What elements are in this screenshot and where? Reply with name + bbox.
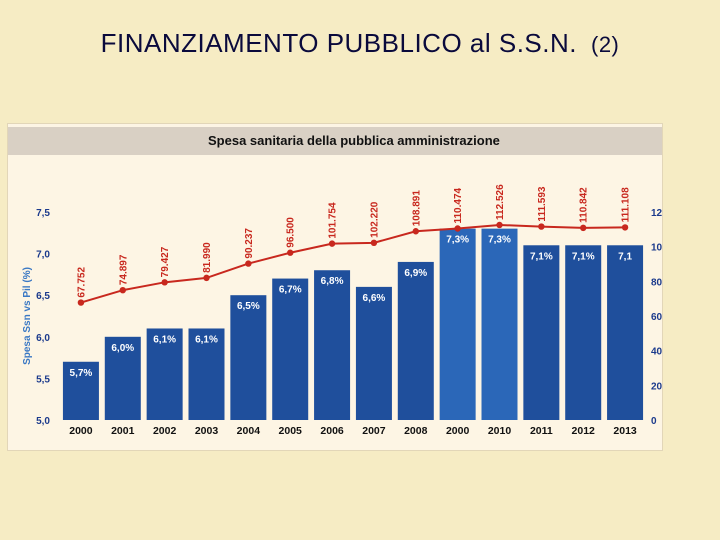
bar	[481, 228, 518, 420]
bar	[230, 295, 267, 420]
y-left-axis-title: Spesa Ssn vs Pil (%)	[22, 267, 33, 365]
bar	[355, 286, 392, 420]
slide-title-number: (2)	[591, 32, 620, 57]
chart-svg: 5,0 5,5 6,0 6,5 7,0 7,5 0 20.000 40.000 60.000 80.…	[22, 184, 662, 437]
line-point	[203, 274, 210, 282]
y-left-tick-label: 5,0	[36, 416, 50, 427]
line-value-label: 110.842	[579, 187, 590, 223]
bar-value-label: 7,1%	[530, 251, 553, 262]
line-value-label: 90.237	[244, 228, 255, 259]
bar	[104, 336, 141, 420]
y-left-tick-label: 6,5	[36, 291, 50, 302]
slide-title-text: FINANZIAMENTO PUBBLICO al S.S.N.	[100, 28, 577, 58]
bar-value-label: 6,8%	[321, 276, 344, 287]
chart-title: Spesa sanitaria della pubblica amministr…	[208, 133, 500, 148]
line-point	[538, 223, 545, 230]
y-left-tick-label: 6,0	[36, 333, 50, 344]
chart-header-band	[8, 127, 662, 155]
y-left-tick-label: 7,0	[36, 250, 50, 261]
bar-value-label: 7,3%	[446, 235, 469, 246]
bar-value-label: 6,5%	[237, 301, 260, 312]
line-point	[119, 286, 126, 294]
y-right-tick-label: 60.000	[651, 312, 662, 323]
line-point	[287, 249, 294, 256]
line-value-label: 101.754	[328, 202, 339, 239]
x-tick-label: 2006	[320, 425, 344, 437]
y-right-tick-label: 20.000	[651, 381, 662, 392]
line-point	[370, 239, 378, 247]
line-value-label: 108.891	[411, 190, 422, 227]
line-point	[580, 224, 587, 232]
bar-value-label: 5,7%	[70, 368, 93, 379]
bar-value-label: 7,1%	[572, 251, 595, 262]
line-value-label: 96.500	[286, 217, 297, 248]
x-tick-label: 2007	[362, 425, 386, 437]
line-value-label: 112.526	[495, 184, 506, 220]
x-tick-label: 2000	[446, 425, 470, 437]
bar-value-label: 6,6%	[363, 293, 386, 304]
line-series	[80, 223, 626, 304]
line-value-label: 67.752	[76, 267, 87, 298]
bar	[397, 261, 434, 420]
y-right-tick-label: 40.000	[651, 347, 662, 358]
x-tick-label: 2003	[195, 425, 219, 437]
line-value-label: 74.897	[118, 254, 129, 285]
line-value-label: 111.593	[537, 186, 548, 221]
slide-title: FINANZIAMENTO PUBBLICO al S.S.N. (2)	[0, 28, 720, 59]
bar	[314, 270, 351, 420]
bar	[607, 245, 644, 420]
x-tick-label: 2008	[404, 425, 428, 437]
line-value-label: 79.427	[160, 246, 171, 277]
x-tick-label: 2005	[279, 425, 303, 437]
bar	[62, 361, 99, 420]
y-left-tick-label: 7,5	[36, 208, 50, 219]
line-point	[77, 299, 85, 306]
bar-value-label: 6,1%	[195, 334, 218, 345]
line-value-label: 110.474	[453, 187, 464, 223]
bar-value-label: 7,1	[618, 251, 632, 262]
y-right-tick-label: 0	[651, 416, 657, 427]
line-point	[161, 279, 168, 286]
chart-figure: Spesa sanitaria della pubblica amministr…	[7, 123, 663, 451]
bar	[146, 328, 183, 420]
bar-value-label: 6,9%	[404, 268, 427, 279]
bar	[565, 245, 602, 420]
line-point	[621, 224, 629, 231]
bar-value-label: 7,3%	[488, 235, 511, 246]
x-tick-label: 2012	[572, 425, 596, 437]
y-right-tick-label: 80.000	[651, 277, 662, 288]
bar	[523, 245, 560, 420]
bar	[272, 278, 309, 420]
line-point	[412, 228, 419, 235]
x-tick-label: 2004	[237, 425, 261, 437]
x-tick-label: 2000	[69, 425, 93, 437]
line-point	[496, 221, 503, 229]
y-left-tick-label: 5,5	[36, 374, 50, 385]
line-point	[454, 225, 461, 232]
x-tick-label: 2013	[613, 425, 637, 437]
line-value-label: 111.108	[621, 187, 632, 222]
x-tick-label: 2002	[153, 425, 177, 437]
bar-value-label: 6,7%	[279, 285, 302, 296]
bar-value-label: 6,0%	[111, 343, 134, 354]
line-value-label: 102.220	[369, 201, 380, 238]
x-tick-label: 2001	[111, 425, 135, 437]
x-tick-label: 2010	[488, 425, 512, 437]
x-tick-label: 2011	[530, 425, 553, 437]
line-point	[245, 260, 252, 267]
line-value-label: 81.990	[202, 242, 213, 273]
bar-value-label: 6,1%	[153, 334, 176, 345]
y-right-tick-label: 100.000	[651, 243, 662, 254]
bar	[188, 328, 225, 420]
bar	[439, 228, 476, 420]
y-right-tick-label: 120.000	[651, 208, 662, 219]
line-point	[328, 240, 336, 247]
